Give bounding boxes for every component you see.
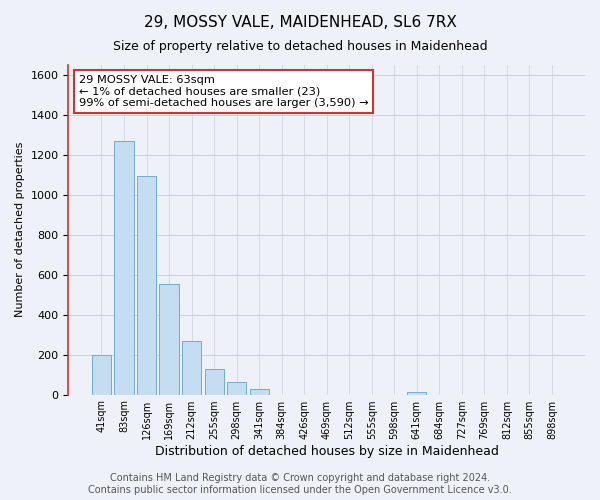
Bar <box>160 284 179 395</box>
Bar <box>227 382 246 394</box>
Text: Size of property relative to detached houses in Maidenhead: Size of property relative to detached ho… <box>113 40 487 53</box>
Y-axis label: Number of detached properties: Number of detached properties <box>15 142 25 318</box>
Text: 29 MOSSY VALE: 63sqm
← 1% of detached houses are smaller (23)
99% of semi-detach: 29 MOSSY VALE: 63sqm ← 1% of detached ho… <box>79 75 368 108</box>
Bar <box>407 392 427 394</box>
Text: Contains HM Land Registry data © Crown copyright and database right 2024.
Contai: Contains HM Land Registry data © Crown c… <box>88 474 512 495</box>
Bar <box>92 354 111 395</box>
X-axis label: Distribution of detached houses by size in Maidenhead: Distribution of detached houses by size … <box>155 444 499 458</box>
Bar <box>205 369 224 394</box>
Bar <box>137 176 156 394</box>
Bar <box>182 340 201 394</box>
Bar <box>250 388 269 394</box>
Bar <box>115 141 134 395</box>
Text: 29, MOSSY VALE, MAIDENHEAD, SL6 7RX: 29, MOSSY VALE, MAIDENHEAD, SL6 7RX <box>143 15 457 30</box>
